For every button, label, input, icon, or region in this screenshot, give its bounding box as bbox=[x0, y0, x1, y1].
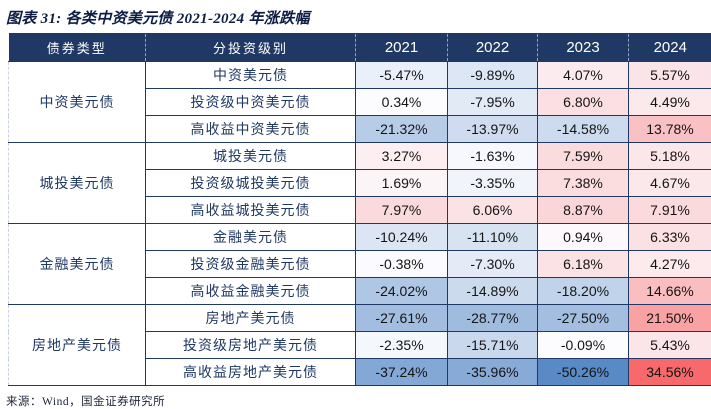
grade-label-cell: 中资美元债 bbox=[146, 62, 356, 89]
return-value-cell: 0.94% bbox=[538, 224, 629, 251]
return-value-cell: 4.67% bbox=[629, 170, 711, 197]
return-value-cell: -14.89% bbox=[448, 278, 538, 305]
return-value-cell: 34.56% bbox=[629, 359, 711, 386]
return-value-cell: -13.97% bbox=[448, 116, 538, 143]
return-value-cell: -24.02% bbox=[356, 278, 448, 305]
return-value-cell: -50.26% bbox=[538, 359, 629, 386]
table-row: 中资美元债中资美元债-5.47%-9.89%4.07%5.57% bbox=[9, 62, 711, 89]
return-value-cell: -27.50% bbox=[538, 305, 629, 332]
return-value-cell: 4.07% bbox=[538, 62, 629, 89]
column-header-2023: 2023 bbox=[538, 34, 629, 62]
return-value-cell: -37.24% bbox=[356, 359, 448, 386]
return-value-cell: -7.30% bbox=[448, 251, 538, 278]
column-header-2022: 2022 bbox=[448, 34, 538, 62]
grade-label-cell: 投资级城投美元债 bbox=[146, 170, 356, 197]
return-value-cell: -9.89% bbox=[448, 62, 538, 89]
return-value-cell: -5.47% bbox=[356, 62, 448, 89]
return-value-cell: -1.63% bbox=[448, 143, 538, 170]
return-value-cell: 7.59% bbox=[538, 143, 629, 170]
header-row: 债券类型 分投资级别 2021 2022 2023 2024 bbox=[9, 34, 711, 62]
grade-label-cell: 投资级房地产美元债 bbox=[146, 332, 356, 359]
table-body: 中资美元债中资美元债-5.47%-9.89%4.07%5.57%投资级中资美元债… bbox=[9, 62, 711, 386]
return-value-cell: -11.10% bbox=[448, 224, 538, 251]
return-value-cell: -21.32% bbox=[356, 116, 448, 143]
grade-label-cell: 高收益城投美元债 bbox=[146, 197, 356, 224]
grade-label-cell: 金融美元债 bbox=[146, 224, 356, 251]
return-value-cell: -18.20% bbox=[538, 278, 629, 305]
return-value-cell: 14.66% bbox=[629, 278, 711, 305]
return-value-cell: 6.18% bbox=[538, 251, 629, 278]
return-value-cell: 5.57% bbox=[629, 62, 711, 89]
return-value-cell: -27.61% bbox=[356, 305, 448, 332]
return-value-cell: -0.38% bbox=[356, 251, 448, 278]
return-value-cell: -2.35% bbox=[356, 332, 448, 359]
return-value-cell: 4.27% bbox=[629, 251, 711, 278]
return-value-cell: 8.87% bbox=[538, 197, 629, 224]
return-value-cell: 6.33% bbox=[629, 224, 711, 251]
return-value-cell: 1.69% bbox=[356, 170, 448, 197]
return-value-cell: -3.35% bbox=[448, 170, 538, 197]
grade-label-cell: 投资级中资美元债 bbox=[146, 89, 356, 116]
return-value-cell: -15.71% bbox=[448, 332, 538, 359]
return-value-cell: 7.91% bbox=[629, 197, 711, 224]
return-value-cell: -35.96% bbox=[448, 359, 538, 386]
table-row: 金融美元债金融美元债-10.24%-11.10%0.94%6.33% bbox=[9, 224, 711, 251]
bond-type-cell: 金融美元债 bbox=[9, 224, 146, 305]
grade-label-cell: 城投美元债 bbox=[146, 143, 356, 170]
return-value-cell: -10.24% bbox=[356, 224, 448, 251]
return-value-cell: -0.09% bbox=[538, 332, 629, 359]
bond-type-cell: 城投美元债 bbox=[9, 143, 146, 224]
table-header: 债券类型 分投资级别 2021 2022 2023 2024 bbox=[9, 34, 711, 62]
return-value-cell: 7.38% bbox=[538, 170, 629, 197]
return-value-cell: 6.80% bbox=[538, 89, 629, 116]
bond-type-cell: 房地产美元债 bbox=[9, 305, 146, 386]
return-value-cell: -7.95% bbox=[448, 89, 538, 116]
return-value-cell: 0.34% bbox=[356, 89, 448, 116]
column-header-2021: 2021 bbox=[356, 34, 448, 62]
grade-label-cell: 高收益金融美元债 bbox=[146, 278, 356, 305]
figure-title: 图表 31: 各类中资美元债 2021-2024 年涨跌幅 bbox=[0, 0, 711, 33]
column-header-grade: 分投资级别 bbox=[146, 34, 356, 62]
return-value-cell: 5.18% bbox=[629, 143, 711, 170]
column-header-bond-type: 债券类型 bbox=[9, 34, 146, 62]
return-value-cell: 3.27% bbox=[356, 143, 448, 170]
return-value-cell: 21.50% bbox=[629, 305, 711, 332]
grade-label-cell: 房地产美元债 bbox=[146, 305, 356, 332]
return-value-cell: 7.97% bbox=[356, 197, 448, 224]
grade-label-cell: 投资级金融美元债 bbox=[146, 251, 356, 278]
return-value-cell: -14.58% bbox=[538, 116, 629, 143]
table-row: 房地产美元债房地产美元债-27.61%-28.77%-27.50%21.50% bbox=[9, 305, 711, 332]
grade-label-cell: 高收益中资美元债 bbox=[146, 116, 356, 143]
return-value-cell: -28.77% bbox=[448, 305, 538, 332]
return-value-cell: 13.78% bbox=[629, 116, 711, 143]
column-header-2024: 2024 bbox=[629, 34, 711, 62]
return-value-cell: 6.06% bbox=[448, 197, 538, 224]
bond-returns-table: 债券类型 分投资级别 2021 2022 2023 2024 中资美元债中资美元… bbox=[8, 33, 711, 386]
return-value-cell: 5.43% bbox=[629, 332, 711, 359]
grade-label-cell: 高收益房地产美元债 bbox=[146, 359, 356, 386]
return-value-cell: 4.49% bbox=[629, 89, 711, 116]
bond-type-cell: 中资美元债 bbox=[9, 62, 146, 143]
